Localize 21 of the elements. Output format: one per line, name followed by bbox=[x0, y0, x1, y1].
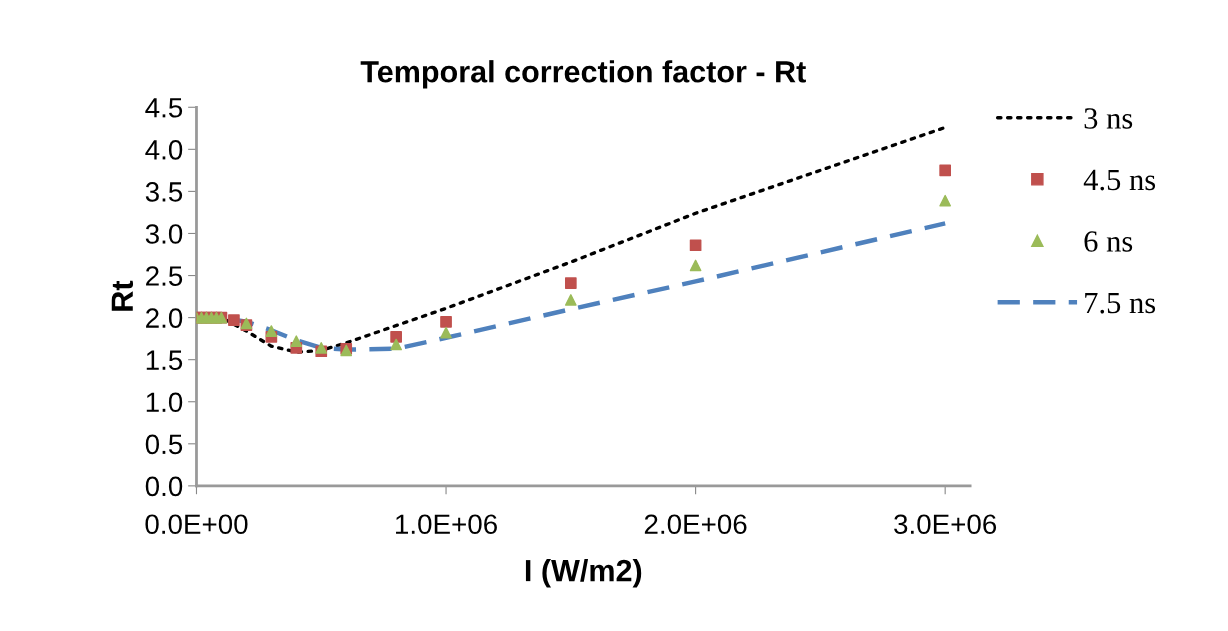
y-tick-label: 4.0 bbox=[145, 140, 183, 160]
x-tick-label: 1.0E+06 bbox=[396, 514, 497, 535]
legend-label: 6 ns bbox=[1084, 231, 1133, 252]
y-tick-label: 2.5 bbox=[146, 266, 183, 286]
y-tick-label: 1.5 bbox=[146, 350, 183, 371]
y-axis-title: Rt bbox=[111, 280, 134, 311]
x-tick-label: 3.0E+06 bbox=[894, 514, 997, 535]
y-tick-label: 4.5 bbox=[145, 98, 183, 118]
y-tick-label: 3.5 bbox=[145, 182, 183, 202]
x-axis-title: I (W/m2) bbox=[525, 558, 642, 588]
y-tick-label: 0.5 bbox=[145, 434, 183, 455]
x-tick-label: 2.0E+06 bbox=[644, 514, 747, 535]
legend-label: 4.5 ns bbox=[1083, 169, 1156, 191]
y-tick-label: 0.0 bbox=[145, 476, 183, 497]
y-tick-label: 1.0 bbox=[146, 392, 183, 413]
legend-label: 7.5 ns bbox=[1085, 292, 1156, 314]
y-tick-label: 3.0 bbox=[145, 224, 183, 244]
chart-title: Temporal correction factor - Rt bbox=[360, 60, 806, 89]
legend-label: 3 ns bbox=[1084, 108, 1133, 129]
x-tick-label: 0.0E+00 bbox=[145, 514, 248, 535]
y-tick-label: 2.0 bbox=[146, 308, 183, 328]
